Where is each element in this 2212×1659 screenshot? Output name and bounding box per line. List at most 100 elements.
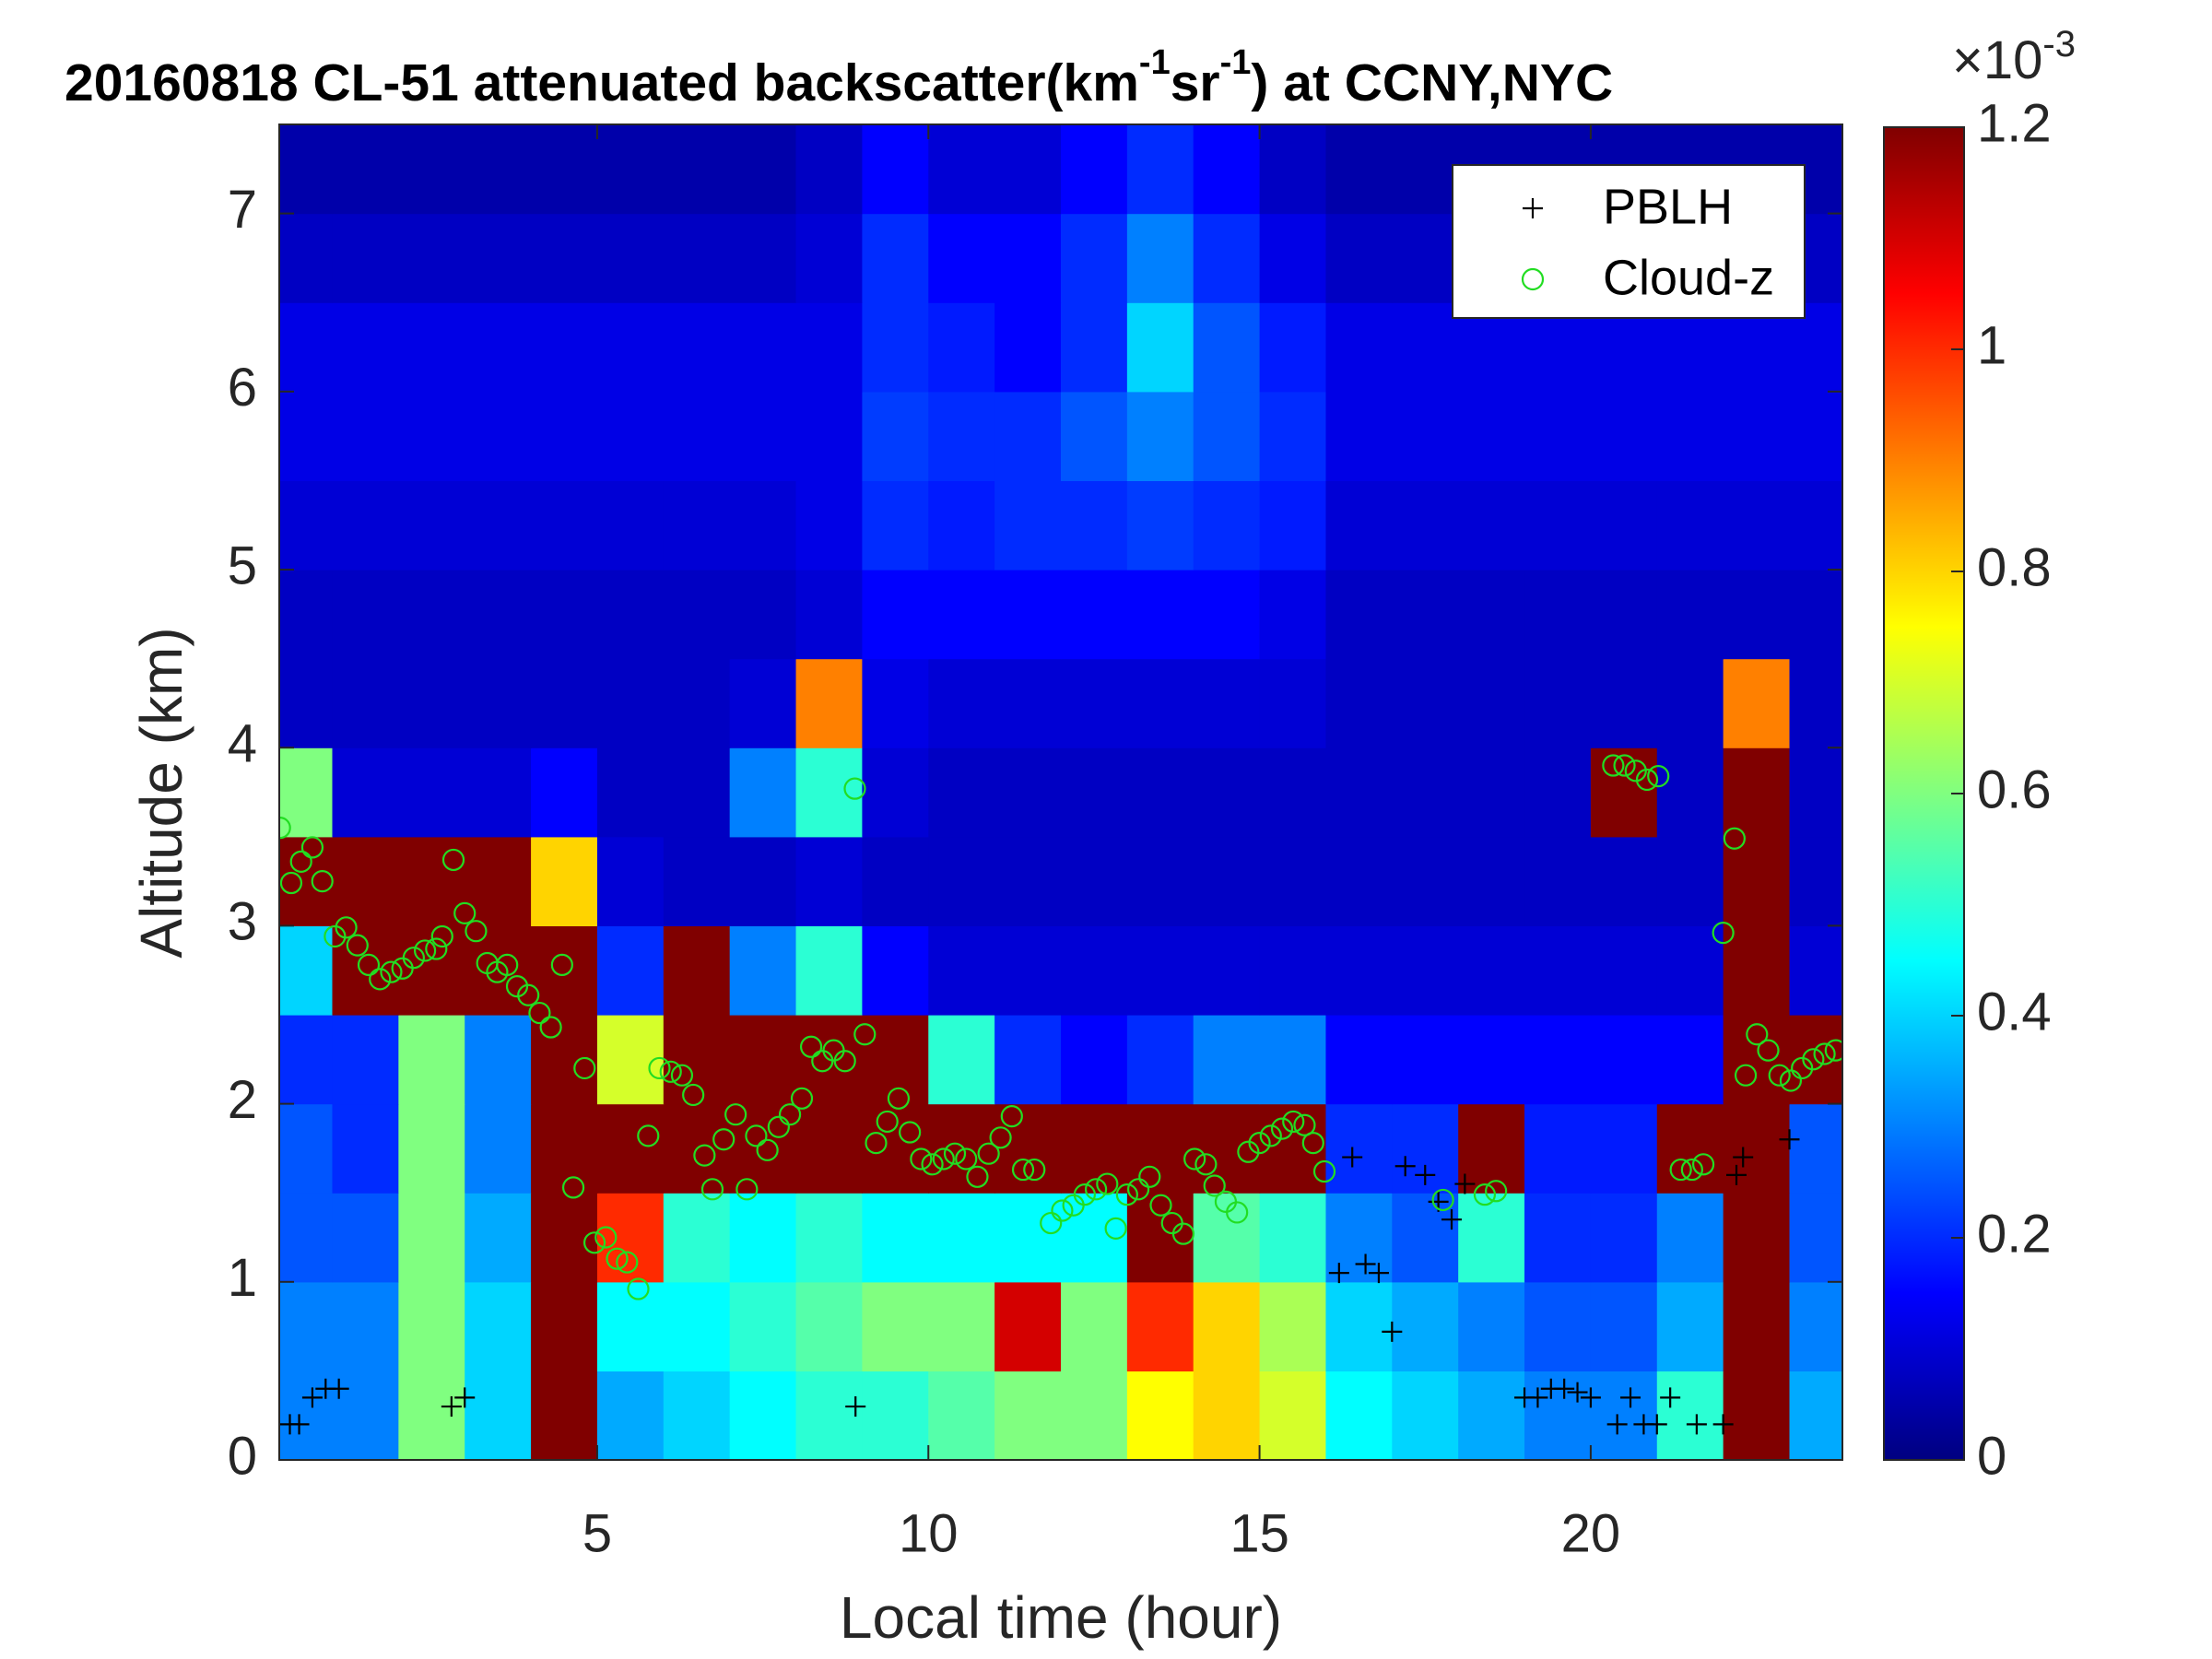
circle-marker bbox=[441, 848, 465, 872]
circle-marker bbox=[561, 1176, 585, 1199]
heatmap-cell bbox=[795, 391, 864, 481]
plus-marker bbox=[1368, 1263, 1389, 1284]
circle-marker bbox=[1431, 1188, 1454, 1212]
colorbar-tick-label: 0 bbox=[1977, 1426, 2006, 1486]
heatmap-cell bbox=[1590, 570, 1658, 660]
circle-marker bbox=[517, 983, 540, 1006]
heatmap-cell bbox=[332, 1103, 399, 1194]
heatmap-cell bbox=[279, 1371, 334, 1460]
heatmap-cell bbox=[398, 658, 465, 748]
heatmap-cell bbox=[1656, 836, 1724, 926]
heatmap-cell bbox=[596, 1371, 665, 1460]
heatmap-cell bbox=[531, 1281, 598, 1371]
heatmap-cell bbox=[596, 391, 665, 481]
heatmap-cell bbox=[994, 747, 1062, 838]
circle-marker bbox=[1023, 1158, 1046, 1182]
heatmap-cell bbox=[531, 836, 598, 926]
heatmap-cell bbox=[1259, 925, 1327, 1016]
plus-marker bbox=[1328, 1263, 1349, 1284]
heatmap-cell bbox=[1458, 1015, 1525, 1105]
heatmap-cell bbox=[1789, 925, 1842, 1016]
heatmap-cell bbox=[1458, 480, 1525, 571]
heatmap-cell bbox=[1789, 570, 1842, 660]
colorbar-tick-label: 1.2 bbox=[1977, 93, 2052, 153]
circle-marker bbox=[616, 1251, 639, 1274]
y-tick-label: 4 bbox=[228, 714, 257, 774]
heatmap-cell bbox=[1259, 747, 1327, 838]
heatmap-cell bbox=[1458, 925, 1525, 1016]
plus-marker bbox=[1527, 1387, 1548, 1408]
circle-marker bbox=[550, 953, 573, 977]
heatmap-cell bbox=[1061, 1371, 1128, 1460]
heatmap-cell bbox=[1723, 480, 1791, 571]
heatmap-cell bbox=[1061, 570, 1128, 660]
heatmap-cell bbox=[862, 1193, 929, 1283]
heatmap-cell bbox=[795, 1193, 864, 1283]
heatmap-cell bbox=[1656, 658, 1724, 748]
circle-marker bbox=[1757, 1039, 1780, 1062]
heatmap-cell bbox=[1524, 1193, 1592, 1283]
circle-marker bbox=[496, 953, 519, 977]
heatmap-cell bbox=[1126, 570, 1194, 660]
heatmap-cell bbox=[1325, 124, 1393, 215]
heatmap-cell bbox=[994, 124, 1062, 215]
heatmap-cell bbox=[1126, 747, 1194, 838]
heatmap-cell bbox=[1193, 1103, 1261, 1194]
heatmap-cell bbox=[1590, 1103, 1658, 1194]
heatmap-cell bbox=[1723, 747, 1791, 838]
circle-marker bbox=[887, 1087, 911, 1110]
heatmap-cell bbox=[862, 213, 929, 303]
plus-marker bbox=[1382, 1321, 1403, 1342]
circle-marker bbox=[430, 924, 453, 948]
circle-marker bbox=[682, 1083, 705, 1107]
circle-marker bbox=[833, 1050, 856, 1073]
heatmap-cell bbox=[332, 302, 399, 393]
plus-marker bbox=[1712, 1414, 1734, 1435]
heatmap-cell bbox=[1126, 124, 1194, 215]
circle-marker bbox=[1171, 1222, 1195, 1245]
heatmap-cell bbox=[1126, 302, 1194, 393]
heatmap-cell bbox=[332, 1371, 399, 1460]
heatmap-cell bbox=[1656, 925, 1724, 1016]
circle-marker bbox=[1040, 1211, 1063, 1235]
plus-marker bbox=[328, 1378, 349, 1399]
colorbar-multiplier: ×10-3 bbox=[1952, 24, 2076, 91]
heatmap-cell bbox=[398, 1015, 465, 1105]
circle-marker bbox=[582, 1231, 606, 1254]
circle-marker bbox=[799, 1035, 823, 1058]
heatmap-cell bbox=[1789, 658, 1842, 748]
heatmap-cell bbox=[1723, 1371, 1791, 1460]
heatmap-cell bbox=[1193, 658, 1261, 748]
heatmap-cell bbox=[1061, 302, 1128, 393]
heatmap-cell bbox=[994, 1103, 1062, 1194]
circle-marker bbox=[778, 1103, 802, 1126]
heatmap-cell bbox=[1656, 480, 1724, 571]
heatmap-cell bbox=[1126, 213, 1194, 303]
heatmap-cell bbox=[1193, 302, 1261, 393]
circle-marker bbox=[637, 1124, 660, 1147]
series-1 bbox=[279, 754, 1842, 1300]
heatmap-cell bbox=[1789, 836, 1842, 926]
heatmap-cell bbox=[862, 124, 929, 215]
heatmap-cell bbox=[332, 1015, 399, 1105]
heatmap-cell bbox=[1524, 836, 1592, 926]
colorbar-tick-label: 0.8 bbox=[1977, 537, 2052, 597]
circle-marker bbox=[735, 1178, 759, 1201]
circle-marker bbox=[300, 836, 324, 859]
heatmap-cell bbox=[531, 1015, 598, 1105]
title-superscript: -1 bbox=[1139, 43, 1171, 82]
heatmap-cell bbox=[928, 480, 995, 571]
heatmap-cell bbox=[1723, 658, 1791, 748]
heatmap-cell bbox=[1723, 1193, 1791, 1283]
heatmap-cell bbox=[1193, 1193, 1261, 1283]
circle-marker bbox=[1723, 827, 1746, 850]
heatmap-cell bbox=[1126, 1193, 1194, 1283]
colorbar-tick-label: 0.4 bbox=[1977, 982, 2052, 1041]
heatmap-cell bbox=[1325, 1281, 1393, 1371]
heatmap-cell bbox=[1524, 480, 1592, 571]
heatmap-cell bbox=[279, 480, 334, 571]
plus-marker bbox=[288, 1414, 310, 1435]
x-tick-label: 15 bbox=[1230, 1503, 1289, 1563]
heatmap-cell bbox=[729, 836, 797, 926]
circle-marker bbox=[1779, 1069, 1803, 1092]
